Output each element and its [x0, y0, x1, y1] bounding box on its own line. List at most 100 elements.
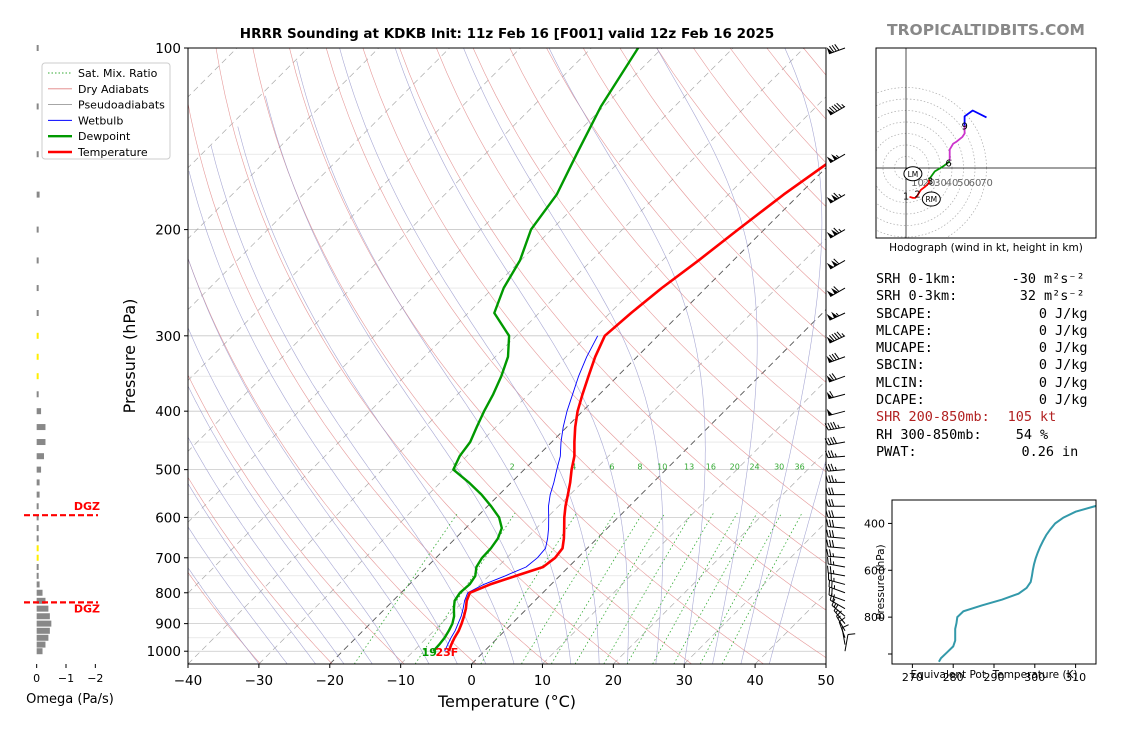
omega-bar	[36, 424, 46, 431]
wind-barb	[824, 421, 846, 431]
storm-motion-marker	[903, 166, 923, 182]
isotherm-line	[683, 521, 826, 664]
y-tick-label: 1000	[147, 644, 181, 660]
omega-bar	[36, 310, 39, 317]
wetbulb-line	[444, 335, 599, 652]
barb-staff	[828, 563, 846, 568]
mixing-ratio-line	[353, 512, 459, 664]
mixing-ratio-line	[603, 512, 693, 664]
barb-staff	[828, 393, 846, 400]
dry-adiabat-line	[325, 48, 826, 659]
barb-feather	[831, 487, 835, 495]
wind-barb	[826, 258, 846, 270]
omega-bar	[36, 353, 39, 360]
mixing-ratio-label: 6	[609, 462, 614, 471]
index-unit: J/kg	[1055, 392, 1088, 409]
x-tick-label: −30	[245, 673, 274, 689]
barb-staff	[831, 604, 846, 617]
barb-staff	[828, 594, 846, 602]
pseudoadiabat-line	[188, 482, 316, 664]
theta-e-x-axis-label: Equivalent Pot. Temperature (K)	[910, 669, 1077, 681]
index-row-mucape: MUCAPE: 0 J/kg	[876, 340, 1131, 357]
hodograph-caption: Hodograph (wind in kt, height in km)	[889, 242, 1083, 254]
index-unit: J/kg	[1055, 322, 1088, 339]
barb-feather	[825, 487, 829, 495]
index-unit: J/kg	[1055, 305, 1088, 322]
mixing-ratio-line	[673, 512, 758, 664]
barb-half-feather	[838, 228, 842, 233]
omega-bar	[36, 503, 39, 510]
barb-staff	[828, 426, 846, 431]
wind-barb	[826, 352, 846, 364]
mixing-ratio-line	[626, 512, 714, 664]
omega-bar	[36, 545, 39, 552]
barb-feather	[831, 510, 835, 518]
barb-feather	[832, 421, 837, 429]
barb-flag	[826, 336, 834, 343]
barb-flag	[831, 194, 839, 201]
wind-barb	[825, 499, 845, 507]
omega-x-tick-label: −1	[58, 672, 74, 685]
barb-flag	[826, 108, 834, 115]
hodograph-height-label: 1	[903, 192, 909, 203]
dry-adiabat-line	[252, 48, 692, 664]
dewpoint-line	[432, 48, 640, 652]
barb-feather	[830, 437, 835, 445]
barb-half-feather	[834, 478, 837, 483]
x-tick-label: 30	[676, 673, 693, 689]
omega-bar	[36, 627, 50, 634]
barb-flag	[826, 356, 833, 363]
barb-staff	[836, 615, 846, 632]
barb-half-feather	[838, 193, 842, 198]
barb-feather	[828, 475, 832, 483]
skewt-background: 1 2 4 6 8 10 13 16 20 24 30 36	[188, 48, 826, 664]
hodograph-height-label: 2	[914, 189, 920, 200]
pseudoadiabat-line	[394, 48, 629, 664]
hodograph-trace	[909, 179, 930, 199]
wind-barb	[824, 450, 846, 459]
index-unit: m²s⁻²	[1044, 288, 1085, 305]
index-row-srh01: SRH 0-1km: -30 m²s⁻²	[876, 271, 1131, 288]
index-value: 54	[1015, 426, 1032, 443]
barb-feather	[829, 107, 835, 113]
barb-half-feather	[834, 453, 837, 458]
index-unit: kt	[1040, 409, 1057, 426]
barb-staff	[838, 621, 846, 638]
dry-adiabat-line	[188, 257, 477, 664]
omega-bar	[36, 514, 39, 521]
barb-feather	[831, 333, 838, 341]
x-tick-label: 20	[605, 673, 622, 689]
barb-flag	[826, 408, 833, 416]
theta-e-frame	[891, 499, 1097, 665]
barb-half-feather	[835, 312, 840, 317]
index-value: 0.26	[1021, 443, 1054, 460]
barb-staff	[828, 441, 846, 446]
theta-e-x-tick-label: 310	[1065, 671, 1086, 684]
mixing-ratio-line	[652, 512, 738, 664]
wind-barb	[828, 587, 846, 602]
dry-adiabat-line	[399, 48, 826, 564]
omega-bar	[36, 285, 39, 292]
index-label: SBCIN:	[876, 357, 925, 374]
dry-adiabat-line	[546, 48, 826, 383]
mixing-ratio-label: 13	[684, 462, 694, 471]
barb-flag	[831, 260, 839, 267]
mixing-ratio-label: 4	[571, 462, 576, 471]
barb-feather	[831, 105, 838, 112]
barb-half-feather	[841, 103, 845, 108]
hodograph-height-label: 9	[961, 121, 967, 132]
pseudoadiabat-line	[296, 60, 572, 664]
barb-flag	[826, 391, 833, 399]
barb-flag	[831, 154, 839, 161]
isotherm-line	[188, 48, 663, 523]
index-row-sbcin: SBCIN: 0 J/kg	[876, 357, 1131, 374]
y-tick-label: 900	[155, 617, 181, 633]
wind-barb	[826, 102, 846, 116]
isotherm-line	[188, 48, 592, 452]
barb-staff	[828, 579, 846, 585]
index-row-mlcape: MLCAPE: 0 J/kg	[876, 323, 1131, 340]
index-row-srh03: SRH 0-3km: 32 m²s⁻²	[876, 288, 1131, 305]
barb-staff	[828, 546, 846, 549]
index-row-shr: SHR 200-850mb: 105 kt	[876, 409, 1131, 426]
